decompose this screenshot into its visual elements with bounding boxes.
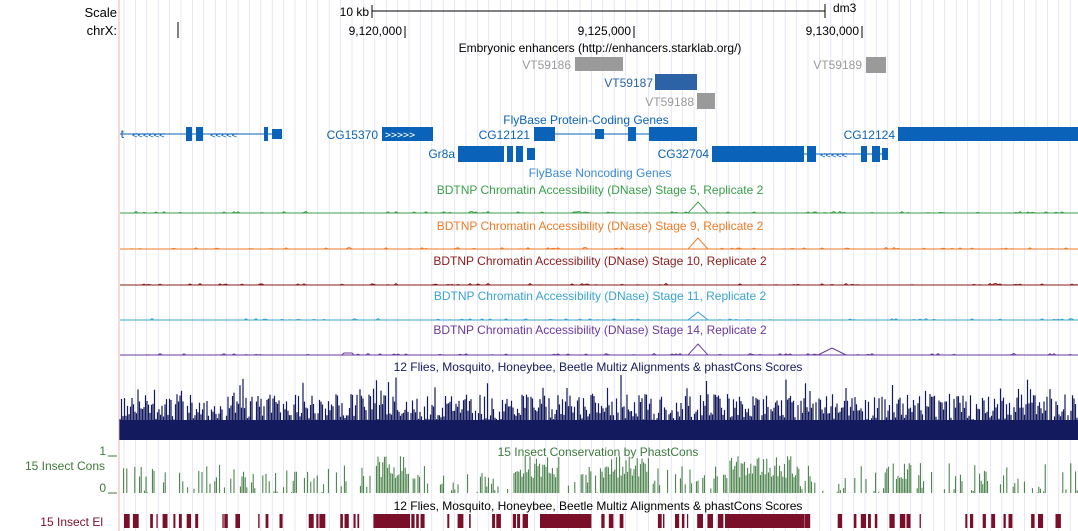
svg-text:>>>>>: >>>>> bbox=[385, 130, 415, 141]
scale-label: Scale bbox=[84, 5, 117, 20]
enhancer-vt59187-label[interactable]: VT59187 bbox=[604, 76, 653, 90]
dnase-stage10-title: BDTNP Chromatin Accessibility (DNase) St… bbox=[433, 254, 767, 268]
svg-text:<<<<<: <<<<< bbox=[210, 131, 238, 141]
phastcons-axis-max: 1 bbox=[99, 444, 106, 458]
enhancer-vt59189-label[interactable]: VT59189 bbox=[813, 58, 862, 72]
enhancer-vt59189-block[interactable] bbox=[866, 57, 886, 73]
elements-side-label[interactable]: 15 Insect El bbox=[40, 515, 103, 529]
scale-bar bbox=[371, 4, 826, 18]
dnase-stage14-title: BDTNP Chromatin Accessibility (DNase) St… bbox=[433, 323, 767, 337]
tick-label-3: 9,130,000 bbox=[806, 24, 860, 38]
elements-track-title: 12 Flies, Mosquito, Honeybee, Beetle Mul… bbox=[394, 499, 803, 513]
enhancer-vt59188-label[interactable]: VT59188 bbox=[645, 95, 694, 109]
enhancer-vt59186-label[interactable]: VT59186 bbox=[522, 58, 571, 72]
noncoding-track-title: FlyBase Noncoding Genes bbox=[529, 166, 672, 180]
dnase-stage5-signal[interactable] bbox=[120, 201, 1078, 214]
svg-text:<<<<<: <<<<< bbox=[820, 151, 848, 161]
dnase-stage14-signal[interactable] bbox=[120, 343, 1078, 356]
gene-cg15370[interactable]: >>>>> CG15370 bbox=[327, 127, 433, 142]
dnase-stage9-title: BDTNP Chromatin Accessibility (DNase) St… bbox=[437, 219, 764, 233]
gene-cg12121[interactable]: CG12121 bbox=[479, 127, 697, 142]
dnase-stage11-signal[interactable] bbox=[120, 311, 1078, 321]
coordinate-ruler bbox=[177, 22, 863, 38]
enhancer-vt59187-block[interactable] bbox=[655, 74, 697, 90]
chrom-label: chrX: bbox=[87, 23, 117, 38]
gene-cg32704[interactable]: <<<<< CG32704 bbox=[658, 146, 888, 162]
genes-track-title: FlyBase Protein-Coding Genes bbox=[503, 113, 668, 127]
conserved-elements-track[interactable] bbox=[124, 514, 1061, 528]
dnase-stage9-signal[interactable] bbox=[120, 237, 1078, 250]
vertical-gridlines bbox=[123, 0, 1071, 531]
gene-cg15370-label[interactable]: CG15370 bbox=[327, 128, 379, 142]
tick-label-2: 9,125,000 bbox=[578, 24, 632, 38]
gene-cg12124[interactable]: CG12124 bbox=[844, 127, 1078, 142]
enhancers-track-title: Embryonic enhancers (http://enhancers.st… bbox=[459, 41, 742, 55]
assembly-label: dm3 bbox=[833, 1, 857, 15]
multiz-track-title: 12 Flies, Mosquito, Honeybee, Beetle Mul… bbox=[394, 360, 803, 374]
phastcons-signal[interactable] bbox=[123, 456, 1078, 493]
dnase-stage5-title: BDTNP Chromatin Accessibility (DNase) St… bbox=[437, 183, 764, 197]
gene-cg32704-label[interactable]: CG32704 bbox=[658, 147, 710, 161]
phastcons-axis-min: 0 bbox=[99, 481, 106, 495]
dnase-stage10-signal[interactable] bbox=[120, 282, 1078, 286]
enhancer-vt59188-block[interactable] bbox=[697, 93, 715, 109]
scale-bar-text: 10 kb bbox=[340, 5, 370, 19]
gene-gr8a-label[interactable]: Gr8a bbox=[428, 147, 455, 161]
gene-cg12121-label[interactable]: CG12121 bbox=[479, 128, 531, 142]
gene-gr8a[interactable]: Gr8a bbox=[428, 146, 535, 162]
multiz-conservation-signal[interactable] bbox=[119, 375, 1078, 440]
dnase-stage11-title: BDTNP Chromatin Accessibility (DNase) St… bbox=[434, 289, 767, 303]
gene-t-label[interactable]: t bbox=[121, 127, 125, 141]
phastcons-side-label[interactable]: 15 Insect Cons bbox=[25, 459, 105, 473]
enhancer-vt59186-block[interactable] bbox=[575, 57, 623, 71]
svg-text:<<<<<<: <<<<<< bbox=[132, 131, 165, 141]
phastcons-track-title: 15 Insect Conservation by PhastCons bbox=[498, 445, 699, 459]
gene-cg12124-label[interactable]: CG12124 bbox=[844, 128, 896, 142]
tick-label-1: 9,120,000 bbox=[349, 24, 403, 38]
gene-t[interactable]: t <<<<<< <<<<< bbox=[120, 127, 282, 141]
